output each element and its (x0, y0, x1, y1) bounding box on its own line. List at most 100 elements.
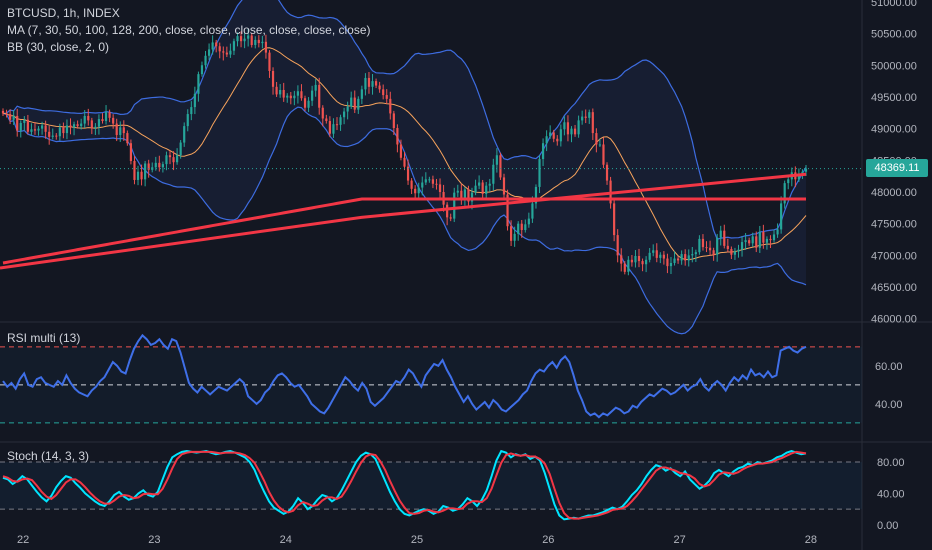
candle-body (538, 159, 541, 187)
candle-body (80, 123, 83, 127)
candle-body (325, 118, 328, 122)
candle-body (222, 51, 225, 53)
candle-body (588, 112, 591, 118)
candle-body (65, 125, 69, 134)
candle-body (232, 41, 236, 51)
candle-body (566, 122, 570, 135)
candle-body (396, 128, 399, 145)
candle-body (659, 254, 662, 258)
candle-body (122, 127, 125, 134)
y-tick-label: 46500.00 (871, 282, 917, 294)
candle-body (69, 125, 72, 128)
candle-body (605, 164, 609, 181)
candle-body (33, 129, 37, 131)
candle-body (147, 163, 150, 170)
y-tick-label: 50000.00 (871, 60, 917, 72)
stoch-band (0, 462, 862, 510)
bb-label[interactable]: BB (30, close, 2, 0) (7, 40, 110, 54)
candle-body (495, 155, 498, 165)
bb-fill (3, 0, 806, 334)
candle-body (719, 230, 722, 238)
candle-body (353, 97, 356, 110)
candle-body (616, 235, 619, 256)
ma-label[interactable]: MA (7, 30, 50, 100, 128, 200, close, clo… (7, 23, 371, 37)
candle-body (197, 74, 200, 94)
candle-body (158, 162, 161, 168)
candle-body (804, 168, 808, 172)
candle-body (637, 256, 641, 262)
candle-body (787, 179, 790, 184)
candle-body (172, 157, 175, 163)
candle-body (371, 81, 374, 87)
candle-body (463, 189, 466, 200)
candle-body (467, 189, 470, 202)
candle-body (12, 115, 15, 120)
candle-body (502, 177, 506, 195)
ma-short-line (2, 47, 807, 261)
candle-body (58, 127, 61, 137)
candle-body (335, 124, 339, 126)
candle-body (293, 95, 296, 99)
candle-body (783, 183, 786, 204)
candle-body (268, 52, 271, 71)
ma200-trend-line (0, 172, 807, 270)
rsi-band (0, 346, 862, 423)
candle-body (478, 182, 481, 186)
candle-body (279, 89, 282, 95)
candle-body (630, 259, 633, 263)
candle-body (218, 46, 221, 52)
candle-body (726, 245, 729, 250)
stoch-legend[interactable]: Stoch (14, 3, 3) (7, 449, 90, 463)
y-tick-label: 49000.00 (871, 124, 917, 136)
candle-body (236, 36, 239, 42)
candle-body (456, 190, 459, 193)
candle-body (431, 179, 435, 184)
candle-body (648, 252, 651, 260)
rsi-legend[interactable]: RSI multi (13) (7, 331, 81, 345)
candle-body (282, 89, 285, 98)
candle-body (179, 142, 182, 156)
candle-body (769, 238, 772, 241)
candle-body (264, 41, 268, 53)
candle-body (321, 107, 324, 119)
candle-body (748, 240, 751, 244)
candle-body (755, 236, 758, 248)
candle-body (676, 258, 680, 261)
candle-body (346, 106, 349, 112)
candle-body (207, 49, 211, 56)
candle-body (40, 125, 44, 129)
candle-body (328, 121, 331, 134)
candle-body (559, 129, 562, 142)
candle-body (48, 131, 51, 137)
candle-body (780, 203, 783, 230)
candle-body (410, 180, 413, 189)
candle-body (389, 98, 392, 114)
candle-body (215, 42, 218, 47)
candle-body (669, 262, 673, 267)
candle-body (723, 230, 726, 246)
candle-body (190, 107, 193, 115)
candle-body (90, 120, 93, 128)
candle-body (701, 238, 705, 248)
candle-body (104, 112, 108, 122)
candle-body (385, 95, 388, 99)
candle-body (296, 91, 300, 96)
candle-body (509, 226, 513, 241)
candle-body (485, 185, 488, 194)
candle-body (229, 50, 232, 55)
candle-body (186, 114, 189, 127)
candle-body (101, 119, 104, 122)
x-tick-label: 25 (411, 534, 423, 546)
candle-body (225, 52, 228, 55)
candle-body (506, 194, 509, 227)
y-tick-label: 48000.00 (871, 187, 917, 199)
candle-body (652, 250, 655, 253)
candle-body (762, 231, 765, 243)
candle-body (527, 218, 530, 225)
candle-body (19, 122, 22, 131)
rsi-line (2, 333, 807, 419)
candle-body (691, 254, 694, 256)
candle-body (772, 234, 776, 241)
bb-upper-line (2, 0, 807, 240)
symbol-label[interactable]: BTCUSD, 1h, INDEX (7, 6, 120, 20)
